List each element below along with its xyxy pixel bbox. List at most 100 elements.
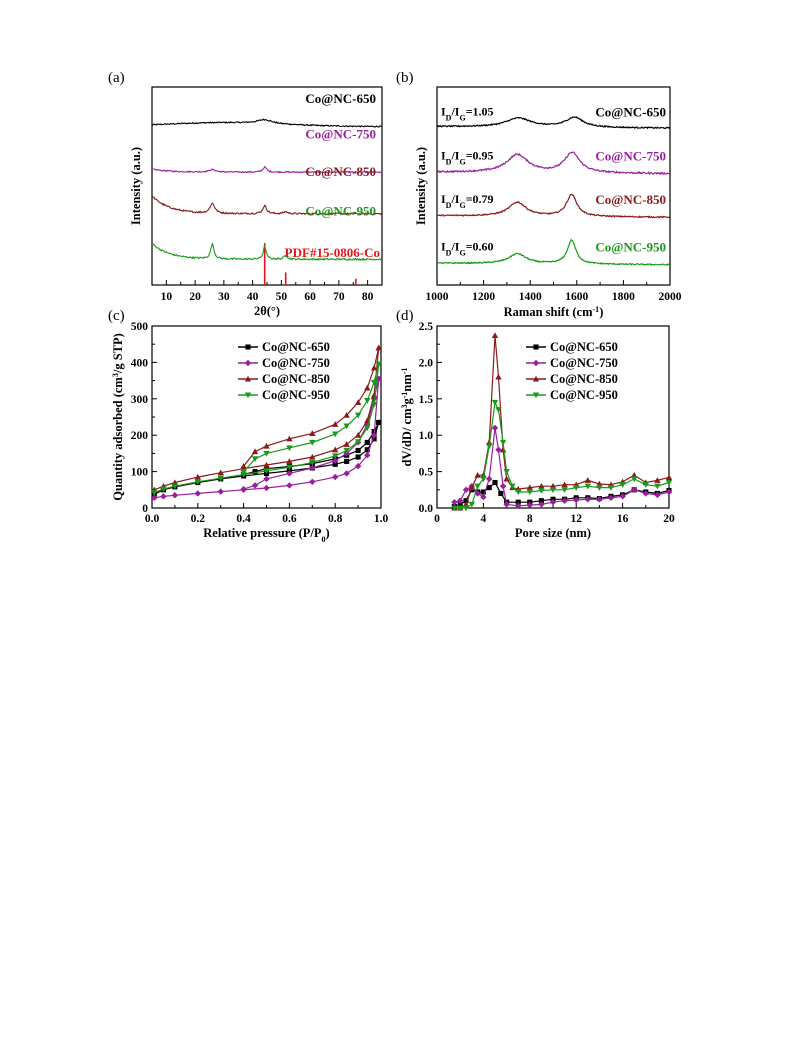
data-point: [451, 498, 458, 506]
ratio-value: =0.60: [466, 239, 494, 253]
x-tick-label: 0: [434, 513, 440, 525]
data-point: [252, 469, 258, 475]
panel-label-b: (b): [396, 70, 414, 86]
data-point: [309, 459, 316, 466]
ratio-value: =0.95: [466, 148, 494, 162]
data-point: [486, 475, 493, 483]
legend-marker: [532, 392, 540, 399]
data-point: [286, 464, 293, 471]
data-point: [463, 498, 469, 504]
data-point: [375, 344, 382, 351]
data-point: [561, 497, 568, 504]
data-point: [480, 476, 487, 483]
data-point: [240, 485, 247, 493]
legend-label: Co@NC-750: [550, 356, 618, 370]
data-point: [573, 485, 580, 491]
x-tick-label: 2000: [659, 291, 682, 303]
xrd-series-line: [151, 118, 383, 128]
data-point: [515, 502, 522, 510]
data-point: [217, 488, 224, 495]
raman-series-line: [436, 193, 671, 219]
data-point: [370, 391, 378, 398]
data-point: [376, 419, 382, 426]
data-point: [151, 490, 158, 496]
data-point: [217, 469, 224, 476]
data-point: [263, 468, 270, 475]
series-label: Co@NC-850: [305, 164, 376, 179]
x-tick-label: 1.0: [374, 513, 389, 525]
reference-label: PDF#15-0806-Co: [285, 245, 380, 260]
data-point: [151, 494, 158, 502]
data-point: [584, 477, 591, 483]
data-point: [492, 479, 498, 486]
x-axis-label: Pore size (nm): [515, 526, 591, 540]
data-point: [286, 445, 293, 452]
x-tick-label: 1200: [472, 291, 495, 303]
series-label: Co@NC-750: [595, 148, 666, 163]
legend-label: Co@NC-950: [550, 388, 618, 402]
data-point: [364, 425, 371, 432]
x-tick-label: 50: [276, 291, 288, 303]
raman-series-line: [436, 151, 671, 176]
data-point: [495, 446, 502, 453]
data-point: [370, 432, 378, 439]
data-point: [355, 454, 361, 460]
data-point: [343, 423, 350, 430]
data-point: [240, 471, 247, 478]
data-point: [160, 493, 167, 500]
x-tick-label: 20: [663, 513, 675, 525]
data-point: [343, 411, 350, 418]
xrd-series-line: [151, 195, 383, 216]
legend-marker: [244, 375, 252, 382]
data-point: [457, 505, 464, 512]
data-point: [309, 453, 316, 460]
data-point: [474, 472, 481, 478]
data-point: [286, 458, 293, 464]
x-tick-label: 60: [304, 291, 316, 303]
data-point: [474, 483, 481, 490]
x-axis-label: Relative pressure (P/P0): [203, 526, 329, 544]
data-point: [619, 482, 626, 488]
data-point: [160, 486, 167, 493]
y-tick-label: 100: [131, 467, 149, 479]
y-tick-label: 0: [142, 503, 148, 515]
data-point: [332, 457, 339, 464]
xrd-series-line: [151, 165, 383, 174]
data-point: [354, 412, 362, 419]
data-point: [343, 441, 350, 447]
legend-label: Co@NC-750: [262, 356, 330, 370]
x-tick-label: 1600: [565, 291, 588, 303]
data-point: [286, 470, 293, 477]
data-point: [509, 483, 516, 490]
panel-a: (a) 10 20 30 40 50 60 70 80 2θ(°) Intensity (a.u.)…: [108, 70, 383, 318]
data-point: [263, 484, 270, 492]
series-label: Co@NC-650: [595, 105, 666, 120]
data-point: [343, 470, 350, 477]
data-point: [480, 493, 487, 501]
data-point: [309, 439, 316, 446]
data-point: [631, 486, 638, 493]
y-tick-label: 500: [131, 321, 149, 333]
data-point: [364, 398, 371, 404]
xrd-series-line: [151, 243, 383, 262]
x-tick-label: 1000: [426, 291, 449, 303]
x-axis-label: 2θ(°): [254, 304, 280, 318]
y-axis-label: Quantity adsorbed (cm3/g STP): [111, 333, 126, 501]
data-point: [665, 488, 673, 496]
raman-series-line: [436, 115, 670, 130]
data-point: [171, 492, 179, 499]
data-point: [343, 447, 350, 454]
panel-b: (b) 1000 1200 1400 1600 1800 2000 Raman shift (…: [396, 70, 682, 319]
series-label: Co@NC-650: [305, 91, 376, 106]
legend-label: Co@NC-850: [262, 372, 330, 386]
x-tick-label: 0.8: [328, 513, 343, 525]
data-point: [486, 485, 492, 491]
y-axis-label: Intensity (a.u.): [129, 147, 143, 225]
y-tick-label: 0.5: [419, 467, 434, 479]
data-point: [462, 505, 470, 512]
legend-marker: [245, 344, 251, 350]
data-point: [344, 458, 350, 464]
data-point: [309, 478, 316, 485]
data-point: [642, 490, 649, 497]
